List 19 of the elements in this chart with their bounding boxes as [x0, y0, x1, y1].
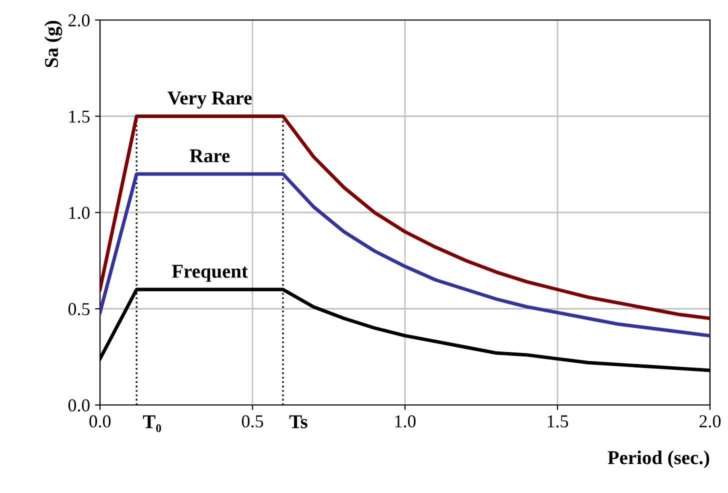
ref-line-label: Ts [289, 415, 308, 428]
y-tick-label: 0.0 [68, 399, 90, 412]
x-tick-label: 0.0 [89, 415, 111, 428]
x-axis-title: Period (sec.) [608, 450, 710, 468]
y-tick-label: 0.5 [68, 303, 90, 316]
x-tick-label: 1.5 [548, 415, 568, 428]
x-tick-label: 0.5 [242, 415, 264, 428]
y-tick-label: 1.0 [69, 206, 90, 220]
series-label: Frequent [172, 264, 248, 282]
line-series [100, 114, 710, 320]
y-tick-label: 2.0 [68, 14, 90, 27]
y-axis-title: Sa (g) [44, 20, 62, 68]
x-tick-label: 2.0 [700, 415, 721, 428]
line-series [100, 172, 710, 338]
y-tick-label: 1.5 [69, 110, 90, 123]
series-label: Very Rare [168, 92, 252, 109]
series-label: Rare [190, 149, 230, 162]
ref-line-label: T₀ [143, 415, 162, 432]
x-tick-label: 1.0 [395, 415, 416, 428]
